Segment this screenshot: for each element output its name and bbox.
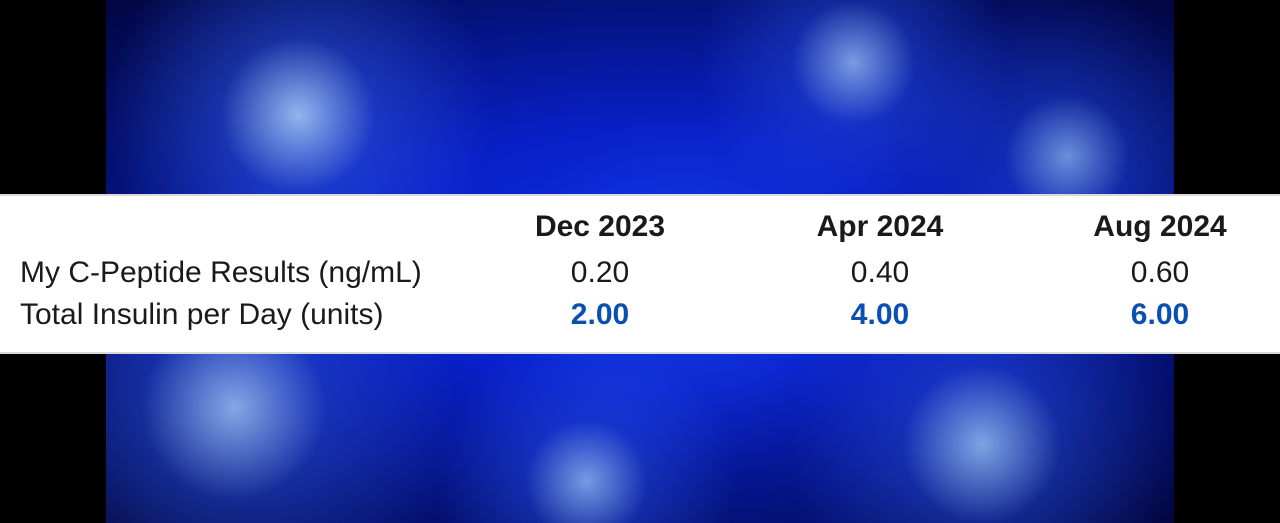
table-header-row: Dec 2023 Apr 2024 Aug 2024 [20, 210, 1280, 252]
table-row: Total Insulin per Day (units) 2.00 4.00 … [20, 294, 1280, 336]
cell-value: 2.00 [460, 294, 740, 336]
table-header-col1: Dec 2023 [460, 210, 740, 252]
results-table-panel: Dec 2023 Apr 2024 Aug 2024 My C-Peptide … [0, 194, 1280, 354]
cell-value: 4.00 [740, 294, 1020, 336]
cell-value: 0.20 [460, 252, 740, 294]
row-label: My C-Peptide Results (ng/mL) [20, 252, 460, 294]
results-table: Dec 2023 Apr 2024 Aug 2024 My C-Peptide … [20, 210, 1280, 336]
table-header-col3: Aug 2024 [1020, 210, 1280, 252]
table-header-blank [20, 210, 460, 252]
table-row: My C-Peptide Results (ng/mL) 0.20 0.40 0… [20, 252, 1280, 294]
row-label: Total Insulin per Day (units) [20, 294, 460, 336]
cell-value: 0.40 [740, 252, 1020, 294]
table-header-col2: Apr 2024 [740, 210, 1020, 252]
cell-value: 0.60 [1020, 252, 1280, 294]
cell-value: 6.00 [1020, 294, 1280, 336]
